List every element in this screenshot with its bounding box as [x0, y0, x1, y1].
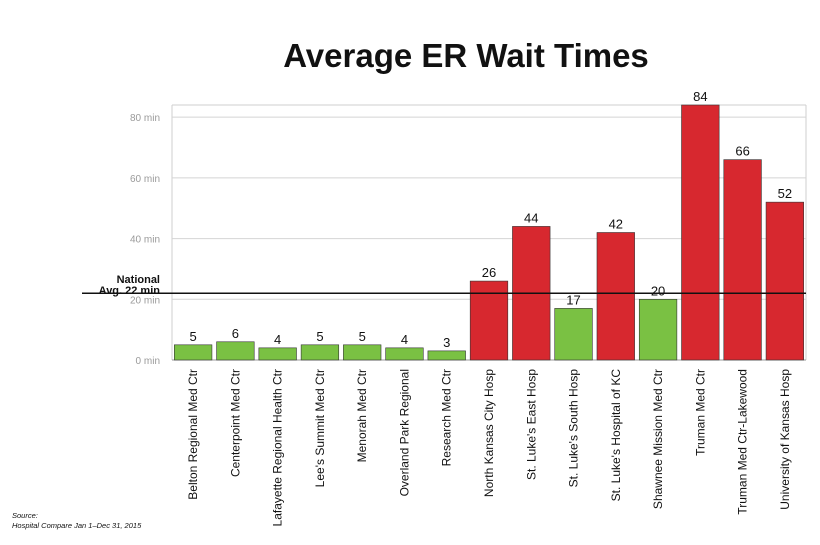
bar-value-label: 3	[443, 335, 450, 350]
bar-value-label: 5	[359, 329, 366, 344]
bar	[343, 344, 382, 361]
category-label: North Kansas City Hosp	[482, 369, 496, 497]
category-label: Research Med Ctr	[440, 369, 454, 466]
bar	[385, 347, 424, 361]
bar	[723, 159, 762, 361]
category-label: Belton Regional Med Ctr	[186, 369, 200, 500]
source-text: Hospital Compare Jan 1–Dec 31, 2015	[12, 521, 142, 530]
bar-value-label: 4	[274, 332, 281, 347]
category-label: Truman Med Ctr-Lakewood	[736, 369, 750, 515]
x-axis: Belton Regional Med Ctr Centerpoint Med C…	[186, 369, 792, 527]
bar-value-label: 44	[524, 210, 538, 225]
category-label: Lee's Summit Med Ctr	[313, 369, 327, 487]
category-label: Centerpoint Med Ctr	[228, 369, 242, 477]
bar	[765, 201, 804, 361]
category-label: St. Luke's Hospital of KC	[609, 369, 623, 502]
source-label: Source:	[12, 511, 38, 520]
bar-value-label: 6	[232, 326, 239, 341]
bar-value-label: 42	[609, 217, 623, 232]
bar	[427, 350, 466, 361]
chart-title: Average ER Wait Times	[283, 37, 649, 74]
national-average-label-line1: National	[117, 274, 160, 286]
category-label: Menorah Med Ctr	[355, 369, 369, 462]
bar	[300, 344, 340, 361]
bar	[596, 232, 635, 361]
y-tick-label: 60 min	[130, 174, 160, 185]
category-label: University of Kansas Hosp	[778, 369, 792, 510]
bar	[174, 344, 213, 361]
bar	[469, 280, 509, 361]
bar-value-label: 17	[566, 292, 580, 307]
bar-value-label: 20	[651, 283, 665, 298]
category-label: Shawnee Mission Med Ctr	[651, 369, 665, 509]
bar-value-label: 5	[190, 329, 197, 344]
bar	[638, 298, 678, 361]
y-tick-label: 40 min	[130, 235, 160, 246]
bar-value-label: 26	[482, 265, 496, 280]
bar	[258, 347, 297, 361]
bar-value-label: 52	[778, 186, 792, 201]
bar	[681, 104, 720, 361]
category-label: Overland Park Regional	[397, 369, 411, 496]
y-tick-label: 0 min	[136, 356, 160, 367]
bar-value-label: 66	[735, 144, 749, 159]
category-label: St. Luke's South Hosp	[567, 369, 581, 488]
bar-value-label: 84	[693, 89, 707, 104]
category-label: Lafayette Regional Health Ctr	[271, 369, 285, 526]
y-axis: 0 min 20 min 40 min 60 min 80 min	[130, 113, 160, 367]
bar-value-label: 4	[401, 332, 408, 347]
bar-value-label: 5	[316, 329, 323, 344]
data-labels: 5 6 4 5 5 4 3 26 44 17 42 20 84 66 52	[190, 89, 793, 350]
y-tick-label: 80 min	[130, 113, 160, 124]
y-tick-label: 20 min	[130, 295, 160, 306]
bar	[216, 341, 255, 361]
category-label: Truman Med Ctr	[693, 369, 707, 456]
category-label: St. Luke's East Hosp	[524, 369, 538, 480]
bar	[554, 308, 593, 361]
national-average-label-line2: Avg. 22 min	[99, 285, 161, 297]
bars	[174, 104, 804, 361]
